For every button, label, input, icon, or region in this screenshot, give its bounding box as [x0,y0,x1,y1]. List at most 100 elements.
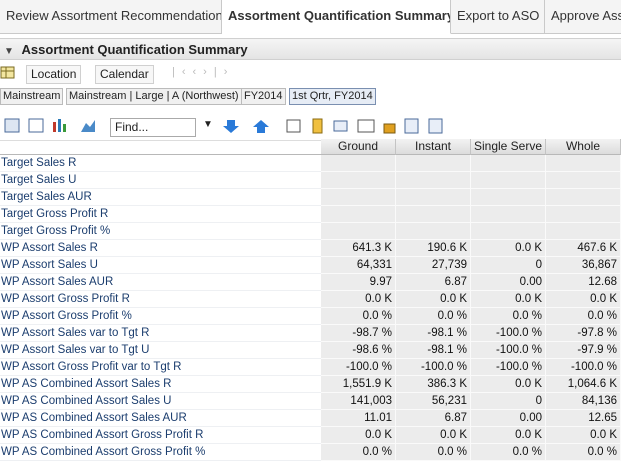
data-cell: 0.0 K [471,240,546,257]
data-cell: -100.0 % [396,359,471,376]
find-box[interactable]: Find... [110,118,196,137]
data-cell [321,172,396,189]
data-cell [321,155,396,172]
data-cell: 11.01 [321,410,396,427]
data-cell: 386.3 K [396,376,471,393]
row-label[interactable]: WP AS Combined Assort Sales AUR [0,410,321,427]
lock-icon[interactable] [383,123,396,134]
sort-icon[interactable] [404,118,419,134]
data-cell: 1,551.9 K [321,376,396,393]
row-label[interactable]: Target Sales U [0,172,321,189]
row-label[interactable]: WP Assort Sales R [0,240,321,257]
data-cell: 36,867 [546,257,621,274]
row-label[interactable]: Target Gross Profit R [0,206,321,223]
row-label[interactable]: WP Assort Gross Profit % [0,308,321,325]
row-label[interactable]: WP Assort Gross Profit var to Tgt R [0,359,321,376]
down-icon[interactable] [223,120,239,133]
grid-icon[interactable] [0,66,16,80]
data-cell [546,189,621,206]
data-cell: 0.0 % [471,444,546,461]
data-cell: -98.1 % [396,342,471,359]
panel-header[interactable]: ▼ Assortment Quantification Summary [0,38,621,60]
tab[interactable]: Assortment Quantification Summary [222,0,451,34]
data-cell: 12.68 [546,274,621,291]
data-cell: 141,003 [321,393,396,410]
data-cell: 0.0 K [321,291,396,308]
data-cell [546,223,621,240]
data-cell [321,189,396,206]
data-cell [396,206,471,223]
row-label[interactable]: WP Assort Sales var to Tgt U [0,342,321,359]
tab[interactable]: Review Assortment Recommendation [0,0,222,34]
breadcrumb[interactable]: 1st Qrtr, FY2014 [289,88,376,105]
row-label[interactable]: WP AS Combined Assort Sales U [0,393,321,410]
data-cell: 0.0 % [321,444,396,461]
toolbar-button[interactable]: Calendar [95,65,154,84]
data-cell [396,155,471,172]
find-dropdown[interactable]: ▼ [203,119,213,130]
row-label[interactable]: WP Assort Sales AUR [0,274,321,291]
column-header[interactable]: Whole [546,139,621,155]
chart-icon[interactable] [28,118,44,133]
tool-icon[interactable] [357,119,375,133]
up-icon[interactable] [253,120,269,133]
data-cell: -98.7 % [321,325,396,342]
toolbar-button[interactable]: Location [26,65,82,84]
row-label[interactable]: WP AS Combined Assort Gross Profit % [0,444,321,461]
tool-icon[interactable] [312,118,323,134]
row-label[interactable]: Target Gross Profit % [0,223,321,240]
data-cell [396,189,471,206]
bar-icon[interactable] [58,119,61,132]
toolbar-divider [0,140,321,141]
data-cell [546,155,621,172]
breadcrumb[interactable]: Mainstream | Large | A (Northwest) [66,88,242,105]
data-cell: 27,739 [396,257,471,274]
data-cell: 0.0 K [471,427,546,444]
column-header[interactable]: Ground [321,139,396,155]
data-cell: 0.00 [471,274,546,291]
data-cell: 84,136 [546,393,621,410]
row-label[interactable]: WP Assort Sales U [0,257,321,274]
tab[interactable]: Approve Ass [545,0,621,34]
bar-icon[interactable] [53,122,56,132]
breadcrumb[interactable]: FY2014 [241,88,286,105]
data-cell: -97.9 % [546,342,621,359]
data-cell: 0.0 K [396,291,471,308]
breadcrumb[interactable]: Mainstream [0,88,64,105]
row-label[interactable]: WP AS Combined Assort Gross Profit R [0,427,321,444]
data-cell [321,206,396,223]
data-cell: -100.0 % [471,342,546,359]
row-label[interactable]: WP AS Combined Assort Sales R [0,376,321,393]
data-cell: 0.00 [471,410,546,427]
collapse-icon[interactable]: ▼ [4,46,14,57]
tool-icon[interactable] [286,119,301,133]
row-label[interactable]: WP Assort Sales var to Tgt R [0,325,321,342]
data-cell: 0.0 K [546,291,621,308]
data-cell: 1,064.6 K [546,376,621,393]
header-spacer [0,139,321,155]
nav-arrows: |‹‹›|› [172,66,235,78]
column-header[interactable]: Single Serve [471,139,546,155]
data-cell [396,172,471,189]
sort-icon[interactable] [428,118,443,134]
area-icon[interactable] [81,120,95,132]
data-cell: 190.6 K [396,240,471,257]
data-cell [471,206,546,223]
panel-title: Assortment Quantification Summary [21,42,248,57]
data-cell: -100.0 % [471,325,546,342]
data-cell: 0.0 K [471,376,546,393]
data-cell: 467.6 K [546,240,621,257]
icon-toolbar [4,118,443,134]
data-cell: -100.0 % [546,359,621,376]
tab[interactable]: Export to ASO [451,0,545,34]
data-cell: -98.1 % [396,325,471,342]
data-cell: 56,231 [396,393,471,410]
view-icon[interactable] [4,118,20,133]
column-header[interactable]: Instant [396,139,471,155]
row-label[interactable]: WP Assort Gross Profit R [0,291,321,308]
data-cell: 0.0 % [321,308,396,325]
row-label[interactable]: Target Sales AUR [0,189,321,206]
bar-icon[interactable] [63,124,66,132]
tool-icon[interactable] [333,120,348,132]
row-label[interactable]: Target Sales R [0,155,321,172]
